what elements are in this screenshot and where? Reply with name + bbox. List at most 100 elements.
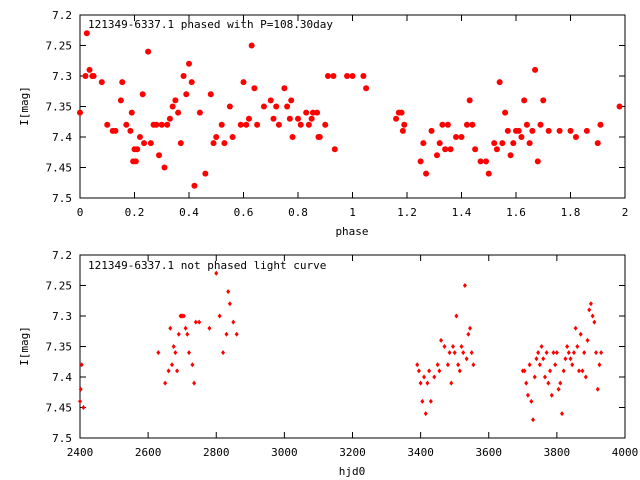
data-point: [81, 405, 86, 410]
data-point: [82, 73, 89, 79]
chart-title: 121349-6337.1 not phased light curve: [88, 259, 326, 272]
data-point: [175, 109, 182, 116]
data-point: [221, 350, 226, 356]
data-point: [483, 158, 490, 165]
x-tick-label: 3200: [339, 446, 366, 459]
data-point: [331, 146, 338, 153]
data-point: [588, 301, 593, 307]
data-point: [447, 146, 454, 153]
x-tick-label: 4000: [612, 446, 639, 459]
data-point: [428, 398, 433, 404]
data-point: [587, 307, 592, 313]
data-point: [104, 121, 111, 128]
data-point: [534, 356, 539, 362]
data-point: [226, 289, 231, 295]
data-point: [461, 350, 466, 356]
data-point: [79, 362, 84, 368]
plot-frame: [79, 14, 626, 199]
data-point: [585, 337, 590, 343]
x-ticks: 2400 2600 2800 3000 3200 3400 3600 3800 4000: [67, 255, 639, 459]
data-point: [442, 344, 447, 349]
data-point: [416, 368, 421, 374]
data-point: [324, 73, 331, 79]
y-tick-label: 7.3: [52, 310, 72, 323]
data-point: [164, 121, 171, 128]
data-point: [322, 121, 329, 128]
data-point: [454, 313, 459, 319]
data-point: [417, 158, 424, 165]
data-point: [572, 134, 579, 140]
x-tick-label: 2800: [203, 446, 230, 459]
data-point: [570, 362, 575, 368]
data-point: [565, 344, 570, 349]
data-point: [453, 134, 460, 140]
data-points: [77, 30, 623, 189]
data-point: [281, 85, 288, 92]
data-point: [267, 97, 274, 104]
data-point: [529, 398, 534, 404]
x-ticks: 0 0.2 0.4 0.6 0.8 1 1.2 1.4 1.6 1.8 2: [77, 15, 628, 219]
data-point: [485, 170, 492, 177]
data-point: [447, 350, 452, 356]
data-point: [398, 109, 405, 116]
data-point: [224, 331, 229, 337]
data-point: [554, 350, 559, 356]
data-point: [123, 121, 130, 128]
data-point: [548, 368, 553, 374]
data-point: [477, 158, 484, 165]
data-point: [185, 331, 190, 337]
data-point: [418, 380, 423, 386]
data-point: [254, 121, 261, 128]
data-point: [213, 134, 220, 140]
y-tick-label: 7.4: [52, 371, 72, 384]
data-point: [181, 313, 186, 319]
data-point: [432, 374, 437, 380]
data-point: [457, 368, 462, 374]
data-point: [175, 368, 180, 374]
data-point: [428, 127, 435, 134]
data-point: [422, 374, 427, 380]
y-ticks: 7.2 7.25 7.3 7.35 7.4 7.45 7.5: [46, 249, 625, 445]
data-point: [445, 362, 450, 368]
data-point: [456, 362, 461, 368]
data-point: [136, 134, 143, 140]
data-point: [435, 362, 440, 368]
data-point: [539, 344, 544, 349]
data-point: [78, 386, 83, 392]
data-point: [452, 350, 457, 356]
data-point: [466, 97, 473, 104]
data-point: [597, 362, 602, 368]
data-point: [289, 134, 296, 140]
data-point: [191, 182, 198, 189]
y-tick-label: 7.45: [46, 162, 73, 175]
data-point: [284, 103, 291, 110]
data-point: [399, 127, 406, 134]
data-point: [217, 313, 222, 319]
data-point: [86, 66, 93, 73]
data-point: [471, 362, 476, 368]
data-point: [458, 134, 465, 140]
data-point: [393, 115, 400, 122]
data-point: [462, 283, 467, 288]
data-point: [202, 170, 209, 177]
x-tick-label: 0: [77, 206, 84, 219]
data-point: [556, 386, 561, 392]
data-point: [275, 121, 282, 128]
data-point: [507, 152, 514, 159]
data-point: [128, 109, 135, 116]
data-point: [420, 140, 427, 147]
data-point: [491, 140, 498, 147]
data-point: [314, 109, 321, 116]
y-axis-label: I[mag]: [18, 326, 31, 366]
data-point: [286, 115, 293, 122]
data-point: [156, 350, 161, 356]
data-point: [117, 97, 124, 104]
data-point: [597, 121, 604, 128]
data-point: [439, 121, 446, 128]
data-point: [132, 158, 139, 165]
data-point: [540, 97, 547, 104]
data-point: [186, 60, 192, 67]
data-point: [316, 134, 323, 140]
data-point: [444, 121, 451, 128]
data-point: [521, 97, 528, 104]
